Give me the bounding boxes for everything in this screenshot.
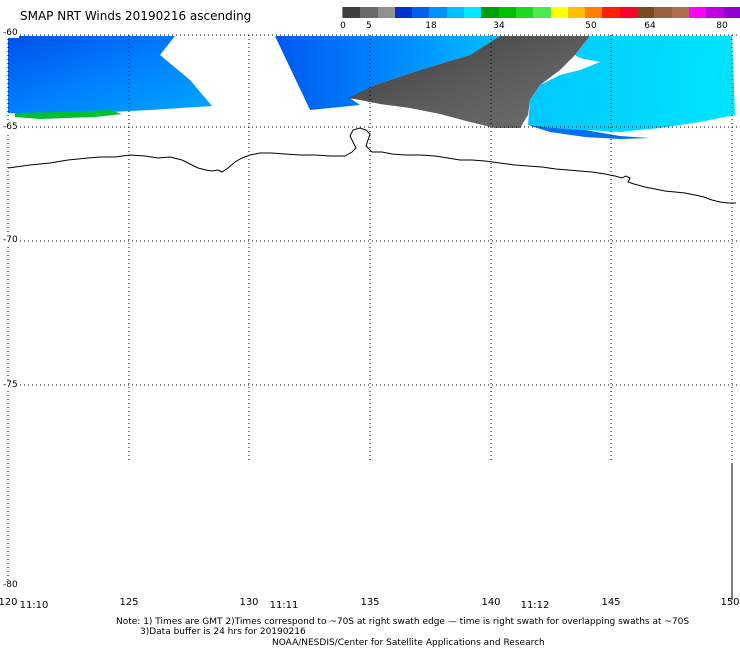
colorbar-label: 0 — [340, 21, 346, 31]
lon-label: 150 — [720, 597, 740, 608]
lat-label: -60 — [2, 28, 19, 38]
colorbar-segment — [688, 7, 707, 18]
note-line-3: NOAA/NESDIS/Center for Satellite Applica… — [272, 638, 545, 648]
lat-label: -70 — [2, 235, 19, 245]
colorbar-segment — [567, 7, 586, 18]
wind-swath-right — [528, 36, 735, 132]
colorbar-segment — [585, 7, 603, 18]
colorbar-segment — [723, 7, 740, 18]
colorbar-segment — [429, 7, 447, 18]
colorbar-label: 80 — [716, 21, 728, 31]
colorbar-segment — [533, 7, 551, 18]
colorbar-segment — [550, 7, 568, 18]
colorbar-label: 5 — [366, 21, 372, 31]
colorbar-segment — [412, 7, 430, 18]
colorbar-segment — [360, 7, 378, 18]
wind-speed-colorbar — [342, 7, 740, 18]
lon-label: 125 — [119, 597, 139, 608]
time-label: 11:11 — [269, 600, 299, 611]
colorbar-segment — [377, 7, 395, 18]
lon-label: 130 — [239, 597, 259, 608]
lat-label: -80 — [2, 580, 19, 590]
colorbar-segment — [619, 7, 638, 18]
time-label: 11:10 — [19, 600, 49, 611]
colorbar-segment — [481, 7, 499, 18]
note-line-2: 3)Data buffer is 24 hrs for 20190216 — [140, 627, 306, 637]
wind-swath-left — [8, 36, 212, 115]
wind-swath-middle — [275, 36, 500, 110]
wind-swath-left-green — [15, 110, 122, 119]
colorbar-segment — [706, 7, 724, 18]
map-title: SMAP NRT Winds 20190216 ascending — [20, 9, 252, 23]
graticule — [7, 34, 740, 463]
lon-label: 140 — [481, 597, 501, 608]
time-label: 11:12 — [520, 600, 550, 611]
colorbar-segment — [446, 7, 465, 18]
lat-label: -75 — [2, 380, 19, 390]
lat-label: -65 — [2, 122, 19, 132]
colorbar-segment — [602, 7, 620, 18]
note-line-1: Note: 1) Times are GMT 2)Times correspon… — [116, 617, 690, 627]
colorbar-segment — [498, 7, 516, 18]
colorbar-segment — [671, 7, 689, 18]
colorbar-segment — [637, 7, 655, 18]
colorbar-segment — [464, 7, 482, 18]
coastline — [7, 127, 736, 204]
colorbar-segment — [515, 7, 534, 18]
colorbar-label: 18 — [425, 21, 437, 31]
lon-label: 135 — [360, 597, 380, 608]
colorbar-label: 50 — [585, 21, 597, 31]
colorbar-segment — [654, 7, 672, 18]
colorbar-segment — [343, 7, 361, 18]
gray-wind-area — [348, 36, 590, 128]
colorbar-label: 34 — [493, 21, 505, 31]
colorbar-segment — [394, 7, 413, 18]
colorbar-label: 64 — [644, 21, 656, 31]
wind-swath-right-blue — [528, 125, 650, 139]
lon-label: 120 — [0, 597, 18, 608]
lon-label: 145 — [601, 597, 621, 608]
